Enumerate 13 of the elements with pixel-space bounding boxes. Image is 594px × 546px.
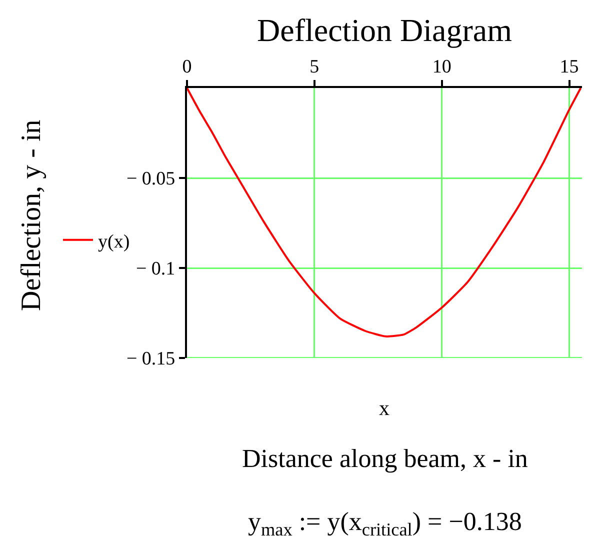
x-tick-label: 15: [560, 56, 579, 78]
legend-label: y(x): [98, 231, 130, 252]
x-axis-title: x: [379, 396, 390, 420]
text: y$_{max}$ := y(x$_{critical}$) = −0.138: [248, 507, 522, 540]
x-tick-label: 10: [432, 56, 452, 78]
y-tick-label: − 0.15: [126, 348, 176, 370]
x-tick-label: 5: [310, 56, 320, 78]
y-tick-label: − 0.1: [136, 258, 176, 280]
y-tick-label: − 0.05: [126, 168, 176, 190]
x-tick-label: 0: [182, 56, 192, 78]
chart-title: Deflection Diagram: [257, 12, 512, 48]
text: Distance along beam, x - in: [242, 444, 528, 473]
y-axis-title: Deflection, y - in: [16, 120, 47, 311]
